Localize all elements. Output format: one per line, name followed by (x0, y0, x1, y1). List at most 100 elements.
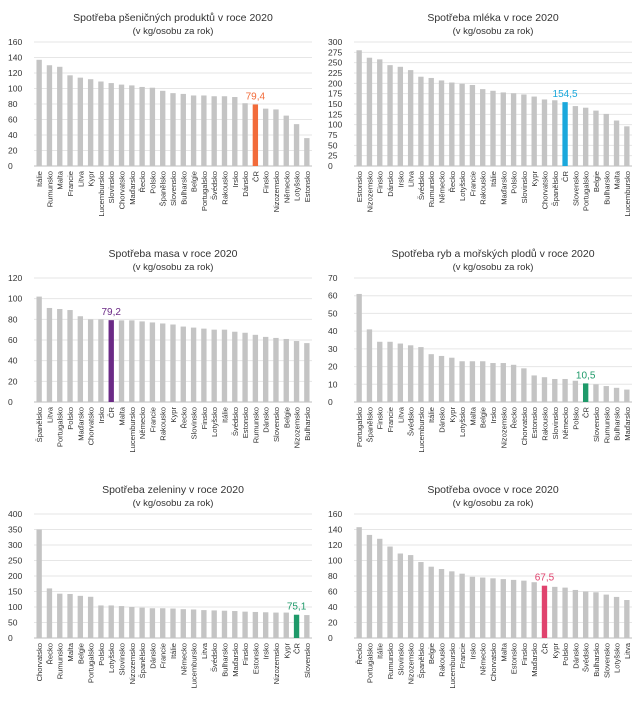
bar (366, 329, 373, 402)
category-label: Rumunsko (56, 643, 65, 679)
category-label: Litva (396, 406, 405, 423)
bar (221, 96, 228, 166)
y-tick-label: 80 (8, 99, 18, 109)
bar (262, 108, 269, 166)
bar (129, 320, 135, 402)
category-label: Portugalsko (355, 407, 364, 447)
category-label: Bulharsko (303, 407, 312, 441)
highlight-data-label: 67,5 (535, 573, 555, 584)
category-label: Nizozemsko (272, 171, 281, 212)
y-tick-label: 275 (328, 47, 342, 57)
bar (407, 345, 414, 402)
bar (293, 341, 300, 402)
y-tick-label: 75 (328, 130, 338, 140)
y-tick-label: 300 (8, 540, 22, 550)
category-label: Německo (438, 171, 447, 203)
y-tick-label: 40 (8, 130, 18, 140)
bar (87, 79, 94, 166)
category-label: Dánsko (386, 171, 395, 197)
bar (170, 324, 176, 402)
category-label: Bulharsko (179, 171, 188, 205)
bar (500, 579, 506, 638)
y-tick-label: 100 (8, 602, 22, 612)
bar (480, 577, 486, 638)
bar (67, 75, 73, 166)
bar (211, 610, 217, 638)
bar (356, 50, 362, 167)
category-label: Portugalsko (582, 171, 591, 211)
y-tick-label: 150 (8, 587, 22, 597)
bar-highlight (293, 614, 300, 638)
bar (36, 296, 42, 402)
category-label: Rakousko (438, 643, 447, 677)
category-label: Slovensko (571, 171, 580, 206)
bar (98, 81, 104, 166)
category-label: Portugalsko (365, 643, 374, 683)
category-label: Lucembursko (97, 171, 106, 217)
category-label: ČR (107, 406, 116, 417)
bar (67, 593, 73, 638)
category-label: Lotyšsko (210, 407, 219, 437)
category-label: Nizozemsko (293, 407, 302, 448)
bar (552, 100, 558, 166)
bar (521, 368, 527, 402)
category-label: Řecko (510, 407, 519, 429)
chart-subtitle: (v kg/osobu za rok) (133, 262, 214, 273)
y-tick-label: 40 (328, 602, 338, 612)
category-label: Rakousko (540, 407, 549, 441)
bar (149, 322, 156, 402)
bar (603, 113, 609, 166)
bar (572, 589, 579, 638)
bar (366, 57, 373, 166)
category-label: Irsko (231, 171, 240, 187)
bar (510, 93, 517, 166)
y-tick-label: 250 (328, 58, 342, 68)
category-label: Estonsko (241, 407, 250, 438)
category-label: Lucembursko (448, 643, 457, 689)
category-label: Španělsko (159, 171, 168, 206)
bar (170, 93, 176, 166)
category-label: Polsko (97, 643, 106, 666)
bar (397, 66, 404, 166)
bar (531, 375, 537, 402)
y-tick-label: 0 (8, 633, 13, 643)
category-label: Rumunsko (251, 407, 260, 443)
category-label: Lucembursko (417, 407, 426, 453)
bar (46, 307, 53, 402)
category-label: Finsko (262, 171, 271, 193)
bar (418, 562, 424, 638)
y-tick-label: 120 (8, 68, 22, 78)
category-label: Bulharsko (220, 643, 229, 677)
chart-panel-milk: Spotřeba mléka v roce 2020 (v kg/osobu za… (320, 0, 640, 236)
bar (469, 361, 476, 402)
category-label: Lotyšsko (293, 171, 302, 201)
category-label: Itálie (376, 643, 385, 659)
bar (459, 361, 465, 402)
bar (438, 80, 445, 166)
y-tick-label: 350 (8, 525, 22, 535)
y-tick-label: 100 (328, 556, 342, 566)
bar (387, 65, 393, 166)
category-label: Chorvatsko (520, 407, 529, 445)
bar (160, 323, 166, 402)
bar-highlight (562, 102, 568, 166)
bar-highlight (582, 383, 589, 402)
y-tick-label: 80 (8, 314, 18, 324)
chart-subtitle: (v kg/osobu za rok) (453, 498, 534, 509)
bar (190, 609, 197, 638)
category-label: Litva (623, 642, 632, 659)
category-label: Belgie (282, 407, 291, 428)
category-label: ČR (293, 642, 302, 653)
y-tick-label: 40 (328, 326, 338, 336)
bar (221, 610, 228, 638)
category-label: Malta (499, 642, 508, 661)
category-label: Nizozemsko (499, 407, 508, 448)
y-tick-label: 300 (328, 37, 342, 47)
bar (129, 607, 135, 638)
bar (57, 66, 63, 166)
category-label: Portugalsko (200, 171, 209, 211)
category-label: Kypr (87, 171, 96, 187)
bar (67, 310, 73, 402)
bar (87, 596, 94, 638)
category-label: Itálie (169, 643, 178, 659)
